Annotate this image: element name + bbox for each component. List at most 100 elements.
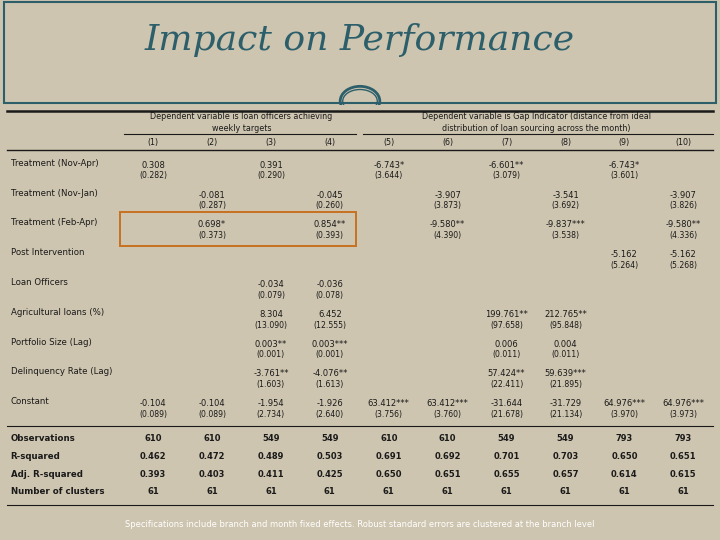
Text: (5): (5)	[383, 138, 395, 147]
Text: -6.601**: -6.601**	[489, 161, 524, 170]
Text: (0.089): (0.089)	[139, 410, 167, 419]
Text: Loan Officers: Loan Officers	[11, 278, 68, 287]
Text: -6.743*: -6.743*	[609, 161, 640, 170]
Text: 0.698*: 0.698*	[198, 220, 226, 230]
Text: -9.580**: -9.580**	[666, 220, 701, 230]
Text: (0.282): (0.282)	[139, 172, 167, 180]
Text: 0.003***: 0.003***	[312, 340, 348, 349]
Text: Constant: Constant	[11, 397, 50, 406]
Text: 793: 793	[675, 434, 692, 443]
Text: (21.134): (21.134)	[549, 410, 582, 419]
Text: 0.006: 0.006	[495, 340, 518, 349]
Text: -9.580**: -9.580**	[430, 220, 465, 230]
Text: (1.613): (1.613)	[315, 380, 344, 389]
Text: 59.639***: 59.639***	[544, 369, 587, 379]
Text: 0.403: 0.403	[199, 470, 225, 478]
Text: 0.391: 0.391	[259, 161, 283, 170]
Text: 0.854**: 0.854**	[314, 220, 346, 230]
Text: (0.079): (0.079)	[257, 291, 285, 300]
Text: 61: 61	[442, 487, 454, 496]
Text: (10): (10)	[675, 138, 691, 147]
Text: (12.555): (12.555)	[313, 321, 346, 329]
Text: (0.078): (0.078)	[316, 291, 344, 300]
Text: 0.655: 0.655	[493, 470, 520, 478]
Text: (3.873): (3.873)	[433, 201, 462, 210]
Text: 0.650: 0.650	[376, 470, 402, 478]
Text: Treatment (Nov-Apr): Treatment (Nov-Apr)	[11, 159, 99, 168]
Text: (3.692): (3.692)	[552, 201, 580, 210]
Text: -0.104: -0.104	[140, 399, 166, 408]
Text: 64.976***: 64.976***	[662, 399, 704, 408]
Text: 212.765**: 212.765**	[544, 310, 587, 319]
Text: (3.538): (3.538)	[552, 231, 580, 240]
Text: -0.081: -0.081	[199, 191, 225, 200]
Text: 0.614: 0.614	[611, 470, 638, 478]
Text: Observations: Observations	[11, 434, 76, 443]
Text: 793: 793	[616, 434, 633, 443]
Text: (2): (2)	[207, 138, 217, 147]
Text: -1.954: -1.954	[258, 399, 284, 408]
Text: (4.336): (4.336)	[670, 231, 698, 240]
Text: 0.004: 0.004	[554, 340, 577, 349]
Text: 61: 61	[324, 487, 336, 496]
Text: -0.036: -0.036	[316, 280, 343, 289]
Text: 0.308: 0.308	[141, 161, 165, 170]
Text: 0.411: 0.411	[258, 470, 284, 478]
Text: Treatment (Feb-Apr): Treatment (Feb-Apr)	[11, 218, 97, 227]
Text: (0.011): (0.011)	[552, 350, 580, 359]
Text: Impact on Performance: Impact on Performance	[145, 23, 575, 57]
Text: 0.472: 0.472	[199, 452, 225, 461]
Text: 61: 61	[678, 487, 689, 496]
Text: -31.644: -31.644	[490, 399, 523, 408]
Text: 61: 61	[383, 487, 395, 496]
Text: 8.304: 8.304	[259, 310, 283, 319]
Text: (0.393): (0.393)	[316, 231, 344, 240]
Text: R-squared: R-squared	[11, 452, 60, 461]
Text: 610: 610	[203, 434, 221, 443]
Text: 0.691: 0.691	[376, 452, 402, 461]
Text: 61: 61	[206, 487, 218, 496]
Text: 0.462: 0.462	[140, 452, 166, 461]
Text: (3.756): (3.756)	[374, 410, 402, 419]
Text: (2.734): (2.734)	[257, 410, 285, 419]
Text: -3.761**: -3.761**	[253, 369, 289, 379]
Text: (3.601): (3.601)	[611, 172, 639, 180]
Text: (21.678): (21.678)	[490, 410, 523, 419]
Text: -4.076**: -4.076**	[312, 369, 348, 379]
Text: Treatment (Nov-Jan): Treatment (Nov-Jan)	[11, 188, 97, 198]
Text: (5.264): (5.264)	[611, 261, 639, 270]
Text: 549: 549	[321, 434, 338, 443]
Text: 0.692: 0.692	[434, 452, 461, 461]
Text: (95.848): (95.848)	[549, 321, 582, 329]
Text: Delinquency Rate (Lag): Delinquency Rate (Lag)	[11, 367, 112, 376]
Text: (0.001): (0.001)	[257, 350, 285, 359]
Text: -5.162: -5.162	[611, 250, 638, 259]
Text: -3.907: -3.907	[670, 191, 697, 200]
Text: (97.658): (97.658)	[490, 321, 523, 329]
Text: 549: 549	[498, 434, 516, 443]
Text: (3.970): (3.970)	[611, 410, 639, 419]
Text: (2.640): (2.640)	[316, 410, 344, 419]
Text: (3.826): (3.826)	[670, 201, 698, 210]
Text: 0.615: 0.615	[670, 470, 697, 478]
Text: (7): (7)	[501, 138, 512, 147]
Text: -0.104: -0.104	[199, 399, 225, 408]
Text: -3.907: -3.907	[434, 191, 461, 200]
Text: 0.651: 0.651	[670, 452, 697, 461]
Text: 610: 610	[380, 434, 397, 443]
Text: (3.079): (3.079)	[492, 172, 521, 180]
Text: -1.926: -1.926	[317, 399, 343, 408]
Text: Specifications include branch and month fixed effects. Robust standard errors ar: Specifications include branch and month …	[125, 520, 595, 529]
Text: Dependent variable is loan officers achieving
weekly targets: Dependent variable is loan officers achi…	[150, 112, 333, 133]
Text: 610: 610	[144, 434, 162, 443]
Text: (3.760): (3.760)	[433, 410, 462, 419]
Text: -0.034: -0.034	[258, 280, 284, 289]
Text: -9.837***: -9.837***	[546, 220, 585, 230]
Text: -0.045: -0.045	[317, 191, 343, 200]
Text: Adj. R-squared: Adj. R-squared	[11, 470, 83, 478]
Text: 549: 549	[557, 434, 575, 443]
Text: 61: 61	[559, 487, 572, 496]
Text: (0.089): (0.089)	[198, 410, 226, 419]
Text: 57.424**: 57.424**	[488, 369, 526, 379]
Text: (4): (4)	[324, 138, 336, 147]
